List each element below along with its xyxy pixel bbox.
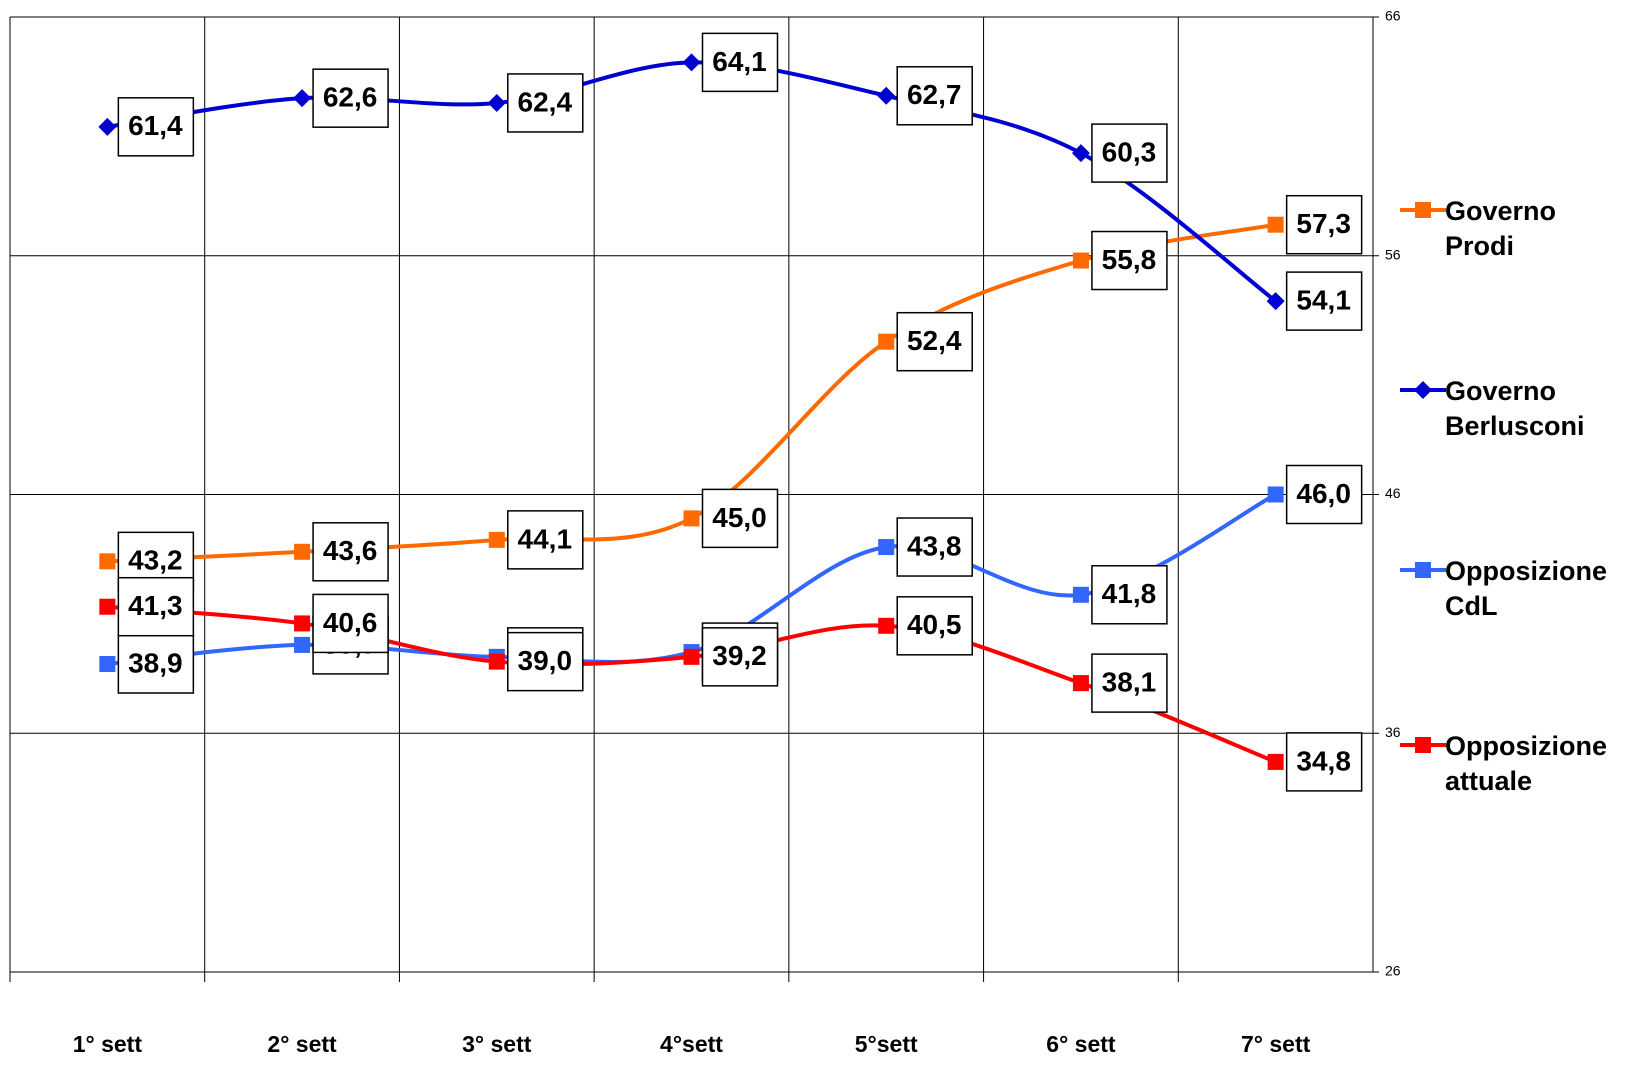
data-label: 39,2 — [712, 640, 767, 671]
marker — [1267, 486, 1284, 503]
y-tick-label: 56 — [1385, 246, 1401, 262]
marker — [1267, 216, 1284, 233]
label-box — [701, 488, 779, 549]
marker — [1267, 753, 1284, 770]
data-label: 41,8 — [1102, 578, 1157, 609]
marker — [878, 333, 895, 350]
marker — [99, 598, 116, 615]
legend-marker — [1415, 562, 1431, 578]
data-label: 52,4 — [907, 325, 962, 356]
x-tick-label: 6° sett — [1046, 1031, 1116, 1057]
label-box — [117, 634, 195, 694]
marker — [1266, 292, 1285, 311]
data-label: 44,1 — [518, 523, 573, 554]
marker — [293, 89, 312, 108]
data-label: 62,4 — [518, 86, 573, 117]
label-box — [507, 510, 584, 570]
legend-label: Opposizione attuale — [1445, 731, 1607, 796]
marker — [1072, 675, 1089, 692]
label-box — [701, 627, 779, 687]
data-label: 62,7 — [907, 79, 962, 110]
marker — [1072, 586, 1089, 603]
data-label: 38,1 — [1102, 667, 1157, 698]
label-box — [1285, 194, 1363, 255]
y-tick-label: 36 — [1385, 724, 1401, 740]
data-label: 55,8 — [1102, 244, 1157, 275]
marker — [487, 93, 506, 112]
legend-marker — [1415, 202, 1431, 218]
marker — [488, 653, 505, 670]
data-label: 40,5 — [907, 609, 962, 640]
data-label: 39,0 — [518, 645, 573, 676]
label-box — [896, 311, 973, 372]
data-label: 40,6 — [323, 607, 378, 638]
data-label: 46,0 — [1296, 478, 1351, 509]
label-box — [1091, 123, 1168, 183]
x-tick-label: 1° sett — [73, 1031, 143, 1057]
marker — [1071, 144, 1090, 163]
x-tick-label: 5°sett — [855, 1031, 918, 1057]
x-tick-label: 3° sett — [462, 1031, 532, 1057]
legend-label: Governo Berlusconi — [1445, 376, 1585, 441]
marker — [878, 539, 895, 556]
marker — [98, 117, 117, 136]
marker — [99, 656, 116, 673]
y-tick-label: 26 — [1385, 963, 1401, 979]
legend-label: Governo Prodi — [1445, 196, 1557, 261]
label-box — [117, 576, 195, 637]
label-box — [896, 517, 973, 577]
label-box — [312, 522, 389, 582]
label-box — [1285, 271, 1363, 331]
y-tick-label: 66 — [1385, 8, 1401, 24]
label-box — [701, 32, 779, 93]
label-box — [117, 97, 195, 157]
data-label: 57,3 — [1296, 208, 1351, 239]
label-box — [1285, 464, 1363, 525]
marker — [294, 615, 311, 632]
x-tick-label: 7° sett — [1241, 1031, 1311, 1057]
marker — [683, 648, 700, 665]
label-box — [312, 593, 389, 654]
data-label: 60,3 — [1102, 136, 1157, 167]
marker — [682, 53, 701, 72]
x-tick-label: 4°sett — [660, 1031, 723, 1057]
x-tick-label: 2° sett — [267, 1031, 337, 1057]
label-box — [896, 596, 973, 656]
label-box — [312, 68, 389, 128]
label-box — [507, 73, 584, 133]
marker — [488, 531, 505, 548]
marker — [877, 86, 896, 105]
data-label: 61,4 — [128, 110, 183, 141]
label-box — [1285, 732, 1363, 792]
data-label: 64,1 — [712, 46, 767, 77]
marker — [683, 510, 700, 527]
legend-label: Opposizione CdL — [1445, 556, 1607, 621]
data-label: 45,0 — [712, 502, 767, 533]
label-box — [1091, 230, 1168, 291]
marker — [294, 636, 311, 653]
legend-marker — [1415, 737, 1431, 753]
y-tick-label: 46 — [1385, 485, 1401, 501]
data-label: 34,8 — [1296, 745, 1351, 776]
label-box — [1091, 565, 1168, 625]
legend-marker — [1414, 381, 1432, 399]
data-label: 54,1 — [1296, 285, 1351, 316]
label-box — [1091, 653, 1168, 713]
marker — [878, 617, 895, 634]
data-label: 41,3 — [128, 590, 183, 621]
marker — [1072, 252, 1089, 269]
data-label: 62,6 — [323, 82, 378, 113]
marker — [99, 553, 116, 570]
data-label: 38,9 — [128, 647, 183, 678]
label-box — [896, 66, 973, 126]
label-box — [507, 631, 584, 692]
data-label: 43,6 — [323, 535, 378, 566]
data-label: 43,8 — [907, 530, 962, 561]
data-label: 43,2 — [128, 545, 183, 576]
marker — [294, 543, 311, 560]
